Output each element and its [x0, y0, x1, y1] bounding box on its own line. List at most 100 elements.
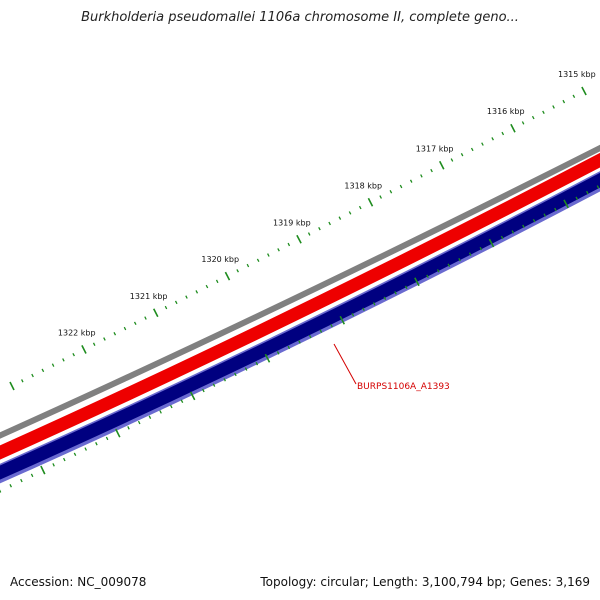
ruler-outer-minor-tick [460, 153, 464, 157]
ruler-outer-minor-tick [318, 226, 321, 231]
ruler-labels: 1315 kbp 1316 kbp 1317 kbp 1318 kbp 1319 kbp… [58, 70, 596, 338]
ruler-inner-minor-tick [383, 296, 387, 300]
ruler-inner-minor-tick [351, 313, 355, 317]
ruler-inner-major-tick [264, 353, 271, 363]
forward-strand-track[interactable] [0, 152, 600, 460]
ruler-outer-minor-tick [358, 205, 362, 210]
ruler-inner-minor-tick [137, 420, 141, 425]
ruler-inner-major-tick [189, 391, 196, 401]
ruler-inner-minor-tick [532, 218, 536, 223]
ruler-ticks-outer [9, 86, 587, 391]
ruler-inner-minor-tick [447, 263, 451, 267]
gene-leader-line [333, 343, 357, 385]
ruler-inner-minor-tick [543, 213, 547, 217]
gene-label[interactable]: BURPS1106A_A1393 [357, 382, 450, 392]
ruler-inner-minor-tick [148, 415, 152, 419]
ruler-inner-minor-tick [170, 404, 173, 409]
ruler-inner-minor-tick [127, 426, 130, 430]
ruler-inner-minor-tick [458, 257, 461, 262]
ruler-inner-minor-tick [436, 269, 440, 273]
ruler-outer-minor-tick [41, 368, 45, 373]
ruler-outer-minor-tick [470, 147, 474, 152]
ruler-inner-minor-tick [95, 442, 98, 446]
ruler-outer-minor-tick [103, 337, 106, 341]
ruler-outer-minor-tick [113, 332, 117, 336]
ruler-inner-minor-tick [202, 388, 205, 393]
ruler-inner-minor-tick [244, 367, 248, 371]
ruler-outer-minor-tick [399, 184, 403, 189]
ruler-inner-minor-tick [554, 207, 557, 212]
ruler-inner-minor-tick [52, 463, 55, 467]
ruler-inner-minor-tick [586, 190, 589, 195]
ruler-outer-minor-tick [328, 221, 331, 226]
ruler-outer-minor-tick [348, 211, 352, 215]
accession-text: Accession: NC_009078 [10, 575, 147, 589]
ruler-inner-minor-tick [20, 478, 23, 483]
ruler-label: 1316 kbp [487, 107, 525, 116]
ruler-outer-minor-tick [236, 269, 239, 273]
ruler-inner-minor-tick [30, 473, 34, 478]
ruler-outer-minor-tick [491, 137, 494, 141]
ruler-inner-minor-tick [404, 285, 408, 290]
ruler-label: 1315 kbp [558, 70, 596, 79]
ruler-outer-major-tick [367, 197, 374, 207]
reverse-strand-track[interactable] [0, 172, 600, 480]
ruler-outer-minor-tick [51, 363, 55, 367]
ruler-outer-minor-tick [420, 174, 423, 178]
ruler-outer-minor-tick [450, 158, 454, 162]
ruler-label: 1320 kbp [201, 255, 239, 264]
ruler-outer-minor-tick [72, 352, 75, 357]
ruler-inner-minor-tick [468, 252, 472, 256]
ruler-inner-major-tick [339, 315, 346, 325]
ruler-inner-minor-tick [223, 378, 226, 382]
ruler-inner-minor-tick [575, 196, 579, 201]
ruler-outer-minor-tick [501, 131, 505, 136]
ruler-outer-minor-tick [287, 242, 291, 247]
ruler-outer-minor-tick [531, 115, 535, 120]
ruler-outer-major-tick [152, 308, 159, 318]
ruler-outer-minor-tick [542, 110, 545, 115]
ruler-inner-major-tick [488, 238, 495, 248]
ruler-outer-major-tick [224, 271, 231, 281]
ruler-outer-minor-tick [215, 279, 219, 284]
ruler-inner-minor-tick [9, 484, 12, 488]
ruler-inner-minor-tick [362, 307, 365, 312]
ruler-outer-minor-tick [174, 300, 178, 305]
ruler-outer-major-tick [438, 160, 445, 170]
ruler-label: 1322 kbp [58, 329, 96, 338]
ruler-inner-minor-tick [596, 185, 600, 189]
ruler-outer-minor-tick [185, 295, 188, 299]
ruler-inner-minor-tick [234, 372, 237, 377]
ruler-outer-minor-tick [246, 263, 250, 268]
ruler-outer-minor-tick [21, 379, 24, 383]
ruler-inner-minor-tick [159, 410, 162, 414]
ruler-outer-major-tick [81, 345, 87, 354]
ruler-inner-minor-tick [255, 361, 259, 366]
ruler-inner-minor-tick [500, 235, 504, 240]
ruler-outer-minor-tick [379, 195, 382, 199]
ruler-outer-minor-tick [123, 326, 127, 331]
ruler-outer-minor-tick [481, 142, 484, 146]
ruler-inner-major-tick [115, 428, 121, 438]
ruler-inner-minor-tick [522, 224, 525, 229]
ruler-inner-minor-tick [276, 351, 280, 355]
ruler-outer-major-tick [581, 86, 587, 96]
ruler-label: 1321 kbp [130, 292, 168, 301]
ruler-inner-minor-tick [73, 452, 77, 456]
ruler-outer-minor-tick [256, 258, 260, 263]
ruler-inner-minor-tick [394, 291, 397, 295]
ruler-outer-minor-tick [409, 179, 413, 183]
ruler-outer-major-tick [296, 234, 302, 244]
ruler-inner-minor-tick [180, 399, 184, 403]
ruler-inner-minor-tick [84, 447, 87, 451]
ruler-outer-minor-tick [205, 284, 209, 289]
ruler-outer-minor-tick [31, 373, 34, 378]
ruler-outer-minor-tick [144, 316, 147, 320]
ruler-label: 1317 kbp [416, 144, 454, 153]
ruler-outer-major-tick [9, 381, 15, 391]
ruler-inner-major-tick [563, 199, 569, 209]
ruler-outer-minor-tick [164, 305, 168, 310]
feature-tracks [0, 144, 600, 484]
ruler-outer-minor-tick [389, 190, 393, 194]
